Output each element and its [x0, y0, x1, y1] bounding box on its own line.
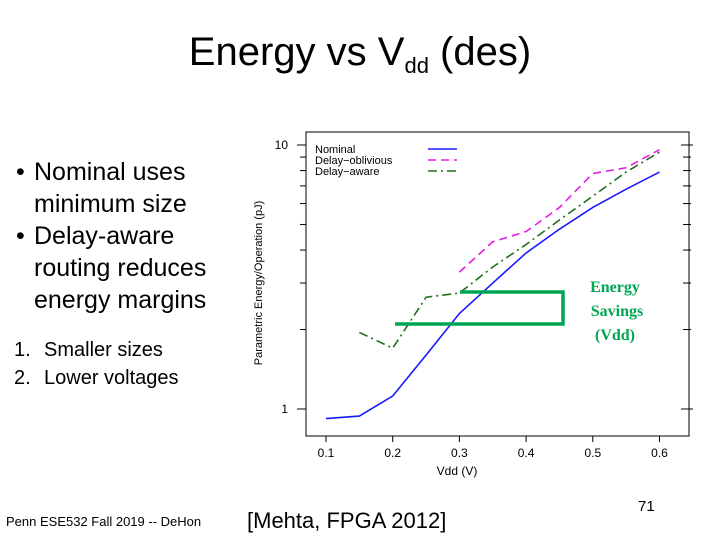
title-main: Energy vs V: [188, 30, 405, 74]
annotation-line: Savings: [591, 303, 643, 320]
citation: [Mehta, FPGA 2012]: [247, 508, 447, 533]
bullet-icon: •: [16, 222, 25, 250]
series-line-1: [325, 171, 660, 420]
x-tick-label: 0.6: [651, 446, 668, 460]
series-line-3: [359, 151, 660, 350]
energy-vs-vdd-chart: 0.1 0.2 0.3 0.4 0.5 0.6 10 1 NominalDelay−obliv…: [253, 131, 693, 478]
y-axis-label: Parametric Energy/Operation (pJ): [253, 201, 265, 365]
item-text: Smaller sizes: [44, 339, 163, 361]
legend-label: Delay−oblivious: [315, 155, 393, 167]
numbered-item: 2. Lower voltages: [10, 364, 230, 392]
bullet-icon: •: [16, 158, 25, 186]
numbered-item: 1. Smaller sizes: [10, 336, 230, 364]
x-tick-label: 0.5: [584, 446, 601, 460]
item-text: Lower voltages: [44, 367, 179, 389]
x-tick-label: 0.4: [518, 446, 535, 460]
title-subscript: dd: [404, 53, 429, 78]
x-tick-label: 0.3: [451, 446, 468, 460]
y-tick-label: 1: [281, 402, 288, 416]
bullet-list: • Nominal uses minimum size • Delay-aware …: [10, 156, 245, 316]
item-number: 1.: [14, 339, 31, 361]
footer-course: Penn ESE532 Fall 2019 -- DeHon: [6, 514, 202, 529]
item-number: 2.: [14, 367, 31, 389]
bullet-item: • Delay-aware routing reduces energy marg…: [10, 220, 245, 316]
x-axis-label: Vdd (V): [437, 464, 478, 478]
title-end: (des): [428, 30, 532, 74]
series-line-2: [458, 148, 660, 273]
x-tick-label: 0.2: [384, 446, 401, 460]
annotation-line: (Vdd): [595, 327, 635, 344]
y-tick-label: 10: [275, 138, 289, 152]
energy-savings-annotation: Energy Savings (Vdd): [395, 279, 643, 344]
bullet-text: Delay-aware routing reduces energy margi…: [34, 222, 207, 314]
x-tick-label: 0.1: [318, 446, 335, 460]
legend-label: Delay−aware: [315, 166, 380, 178]
numbered-list: 1. Smaller sizes 2. Lower voltages: [10, 336, 230, 392]
legend-label: Nominal: [315, 144, 355, 156]
slide-title: Energy vs Vdd (des): [0, 30, 720, 79]
plot-frame: [305, 131, 690, 437]
savings-bracket: [395, 290, 565, 326]
bullet-item: • Nominal uses minimum size: [10, 156, 245, 220]
annotation-line: Energy: [590, 279, 640, 296]
page-number: 71: [638, 498, 655, 515]
bullet-text: Nominal uses minimum size: [34, 158, 187, 218]
